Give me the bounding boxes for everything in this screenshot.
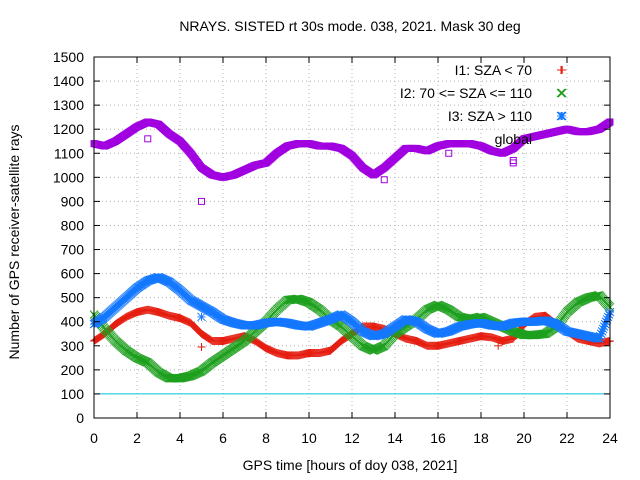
x-tick-label: 2 — [133, 430, 141, 446]
x-tick-label: 8 — [262, 430, 270, 446]
outlier-point — [197, 343, 206, 352]
y-tick-label: 900 — [61, 193, 85, 209]
y-tick-label: 300 — [61, 338, 85, 354]
y-tick-label: 0 — [76, 410, 84, 426]
x-tick-label: 0 — [90, 430, 98, 446]
data-point — [604, 119, 612, 127]
ticks: 0100200300400500600700800900100011001200… — [53, 49, 618, 446]
series-i3 — [89, 272, 615, 343]
legend-label: I3: SZA > 110 — [448, 108, 532, 124]
x-tick-label: 16 — [430, 430, 446, 446]
legend-label: global — [495, 131, 532, 147]
x-tick-label: 4 — [176, 430, 184, 446]
y-tick-label: 1000 — [53, 169, 84, 185]
y-tick-label: 1400 — [53, 73, 84, 89]
y-axis-label: Number of GPS receiver-satellite rays — [6, 125, 22, 360]
x-axis-label: GPS time [hours of doy 038, 2021] — [243, 457, 458, 473]
x-tick-label: 6 — [219, 430, 227, 446]
outlier-point — [445, 149, 453, 157]
legend-marker — [558, 66, 567, 74]
x-tick-label: 12 — [344, 430, 360, 446]
legend-label: I2: 70 <= SZA <= 110 — [400, 85, 532, 101]
grid — [94, 57, 610, 418]
x-tick-label: 22 — [559, 430, 575, 446]
y-tick-label: 1300 — [53, 97, 84, 113]
legend-marker — [557, 111, 567, 121]
x-tick-label: 24 — [602, 430, 618, 446]
legend: I1: SZA < 70 I2: 70 <= SZA <= 110 I3: SZA … — [400, 62, 567, 147]
x-tick-label: 18 — [473, 430, 489, 446]
y-tick-label: 600 — [61, 266, 85, 282]
outlier-point — [144, 135, 152, 143]
y-tick-label: 1500 — [53, 49, 84, 65]
y-tick-label: 800 — [61, 217, 85, 233]
outlier-point — [380, 176, 388, 184]
x-tick-label: 10 — [301, 430, 317, 446]
data-point — [605, 119, 613, 127]
legend-label: I1: SZA < 70 — [455, 62, 533, 78]
series-global — [90, 118, 614, 181]
outlier-point — [509, 159, 517, 167]
series-layer — [89, 118, 615, 383]
y-tick-label: 400 — [61, 314, 85, 330]
outlier-point — [198, 197, 205, 205]
y-tick-label: 200 — [61, 362, 85, 378]
chart-title: NRAYS. SISTED rt 30s mode. 038, 2021. Ma… — [179, 18, 520, 34]
y-tick-label: 500 — [61, 290, 85, 306]
legend-marker — [557, 88, 567, 98]
y-tick-label: 700 — [61, 242, 85, 258]
y-tick-label: 100 — [61, 386, 85, 402]
outlier-point — [197, 312, 206, 322]
data-point — [591, 291, 601, 301]
y-tick-label: 1200 — [53, 121, 84, 137]
x-tick-label: 20 — [516, 430, 532, 446]
outlier-point — [494, 341, 503, 350]
y-tick-label: 1100 — [54, 145, 84, 161]
x-tick-label: 14 — [387, 430, 403, 446]
